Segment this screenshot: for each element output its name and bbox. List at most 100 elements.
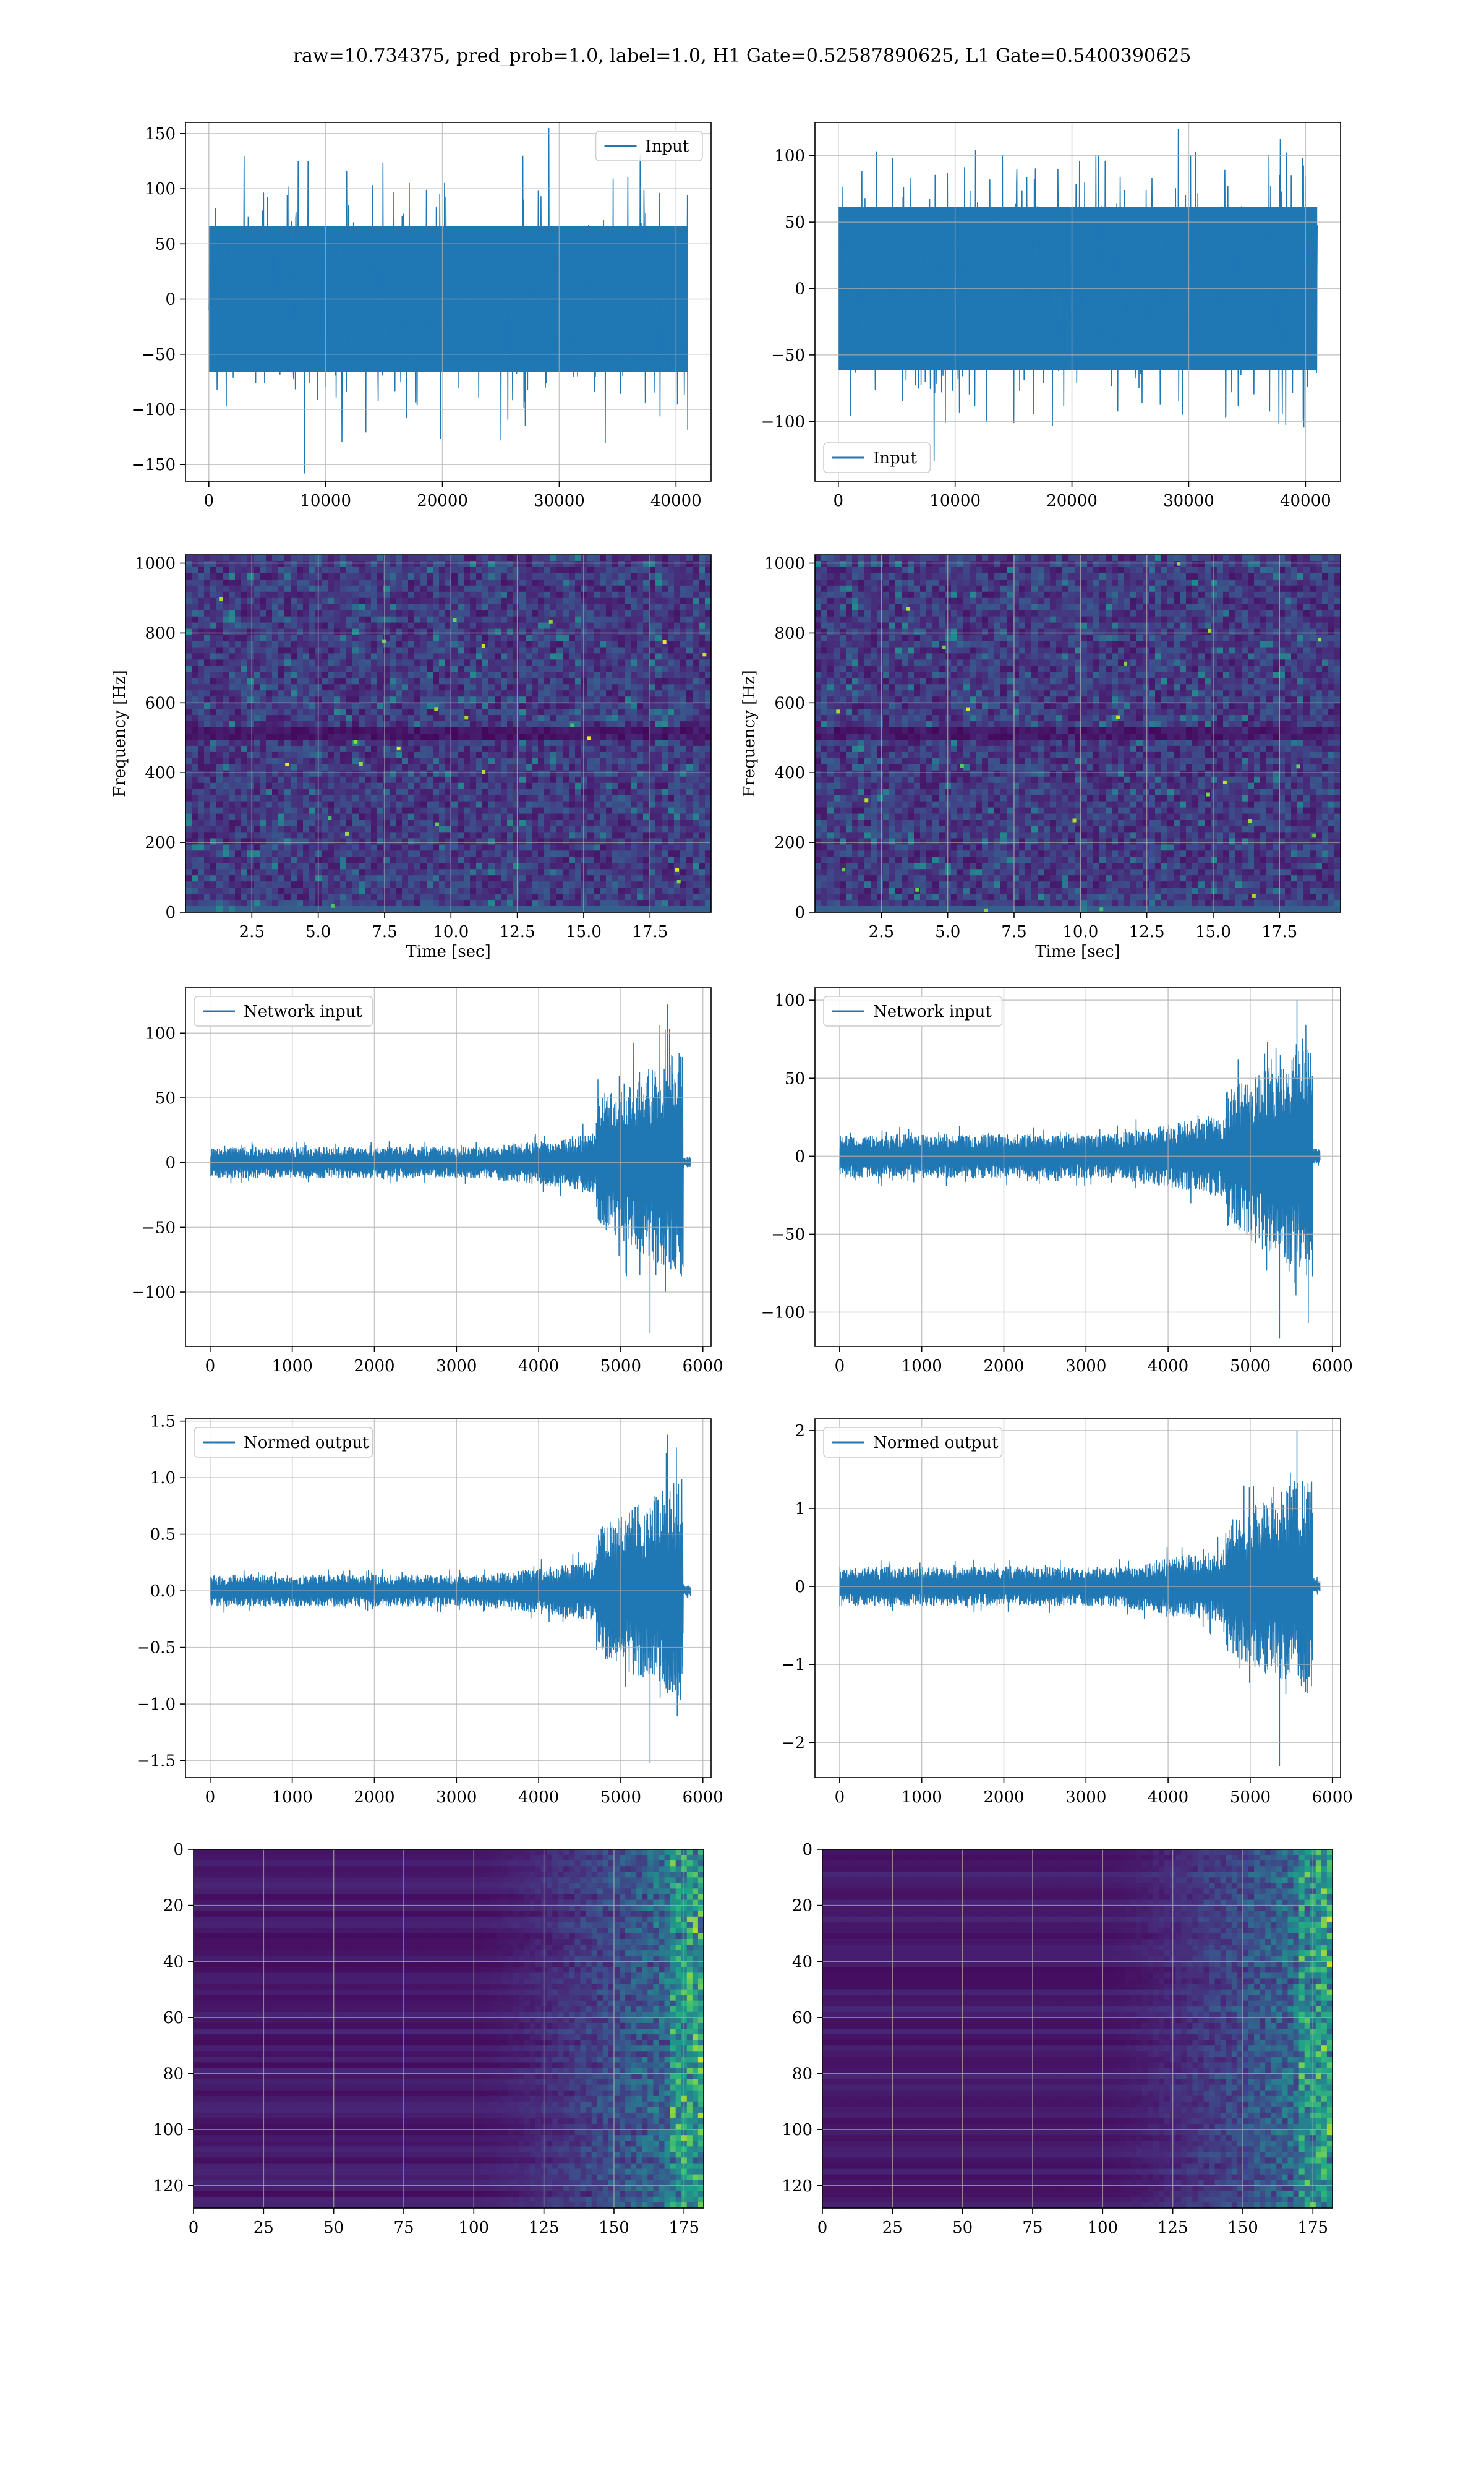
x-tick-label: 3000: [436, 1788, 477, 1807]
y-tick-label: −100: [132, 1283, 176, 1302]
chart-h1-network-input: 0 1000 2000 3000 4000 5000 6000 −100 −50 0 50 100 Ne…: [132, 987, 723, 1376]
y-tick-label: 100: [774, 147, 805, 166]
legend-box: [823, 442, 931, 473]
y-tick-label: 0: [795, 1147, 805, 1166]
chart-l1-input: 0 10000 20000 30000 40000 −100 −50 0 50 100 Input: [761, 122, 1341, 510]
chart-h1-feature-map: 0 25 50 75 100 125 150 175 0 20 40 60 80 100 120: [153, 1841, 704, 2237]
x-tick-label: 4000: [1148, 1357, 1188, 1376]
x-tick-label: 2000: [983, 1788, 1024, 1807]
x-tick-label: 3000: [436, 1357, 477, 1376]
x-tick-label: 0: [204, 492, 215, 510]
y-tick-label: 100: [145, 1024, 176, 1043]
legend: Normed output: [823, 1427, 1003, 1458]
y-tick-label: 1.0: [150, 1469, 176, 1487]
y-tick-label: 0: [802, 1841, 812, 1859]
y-axis-label: Frequency [Hz]: [111, 670, 129, 797]
x-tick-label: 50: [952, 2219, 973, 2237]
y-tick-label: −1: [782, 1656, 805, 1674]
x-tick-label: 75: [1022, 2219, 1043, 2237]
heatmap-speck: [353, 740, 357, 744]
y-tick-label: 600: [774, 694, 805, 713]
x-tick-label: 20000: [417, 492, 468, 510]
y-tick-label: −1.5: [137, 1752, 176, 1771]
y-tick-label: 0: [795, 904, 805, 922]
y-tick-label: 200: [774, 834, 805, 852]
x-tick-label: 6000: [683, 1357, 723, 1376]
heatmap-speck: [328, 816, 332, 821]
x-tick-label: 2000: [354, 1357, 394, 1376]
x-tick-label: 30000: [534, 492, 585, 510]
heatmap-speck: [587, 736, 591, 740]
y-tick-label: 2: [795, 1422, 805, 1440]
y-tick-label: 600: [145, 694, 176, 713]
x-tick-label: 125: [529, 2219, 560, 2237]
axes-frame: [185, 1418, 712, 1778]
x-tick-label: 4000: [1148, 1788, 1188, 1807]
y-tick-label: −50: [771, 1225, 805, 1244]
legend-label: Input: [873, 449, 917, 468]
y-tick-label: 60: [792, 2009, 812, 2027]
x-tick-label: 10000: [300, 492, 351, 510]
x-tick-label: 5000: [600, 1788, 641, 1807]
y-tick-label: 100: [774, 991, 805, 1010]
y-tick-label: 20: [792, 1897, 812, 1915]
y-tick-label: 50: [155, 1089, 176, 1108]
legend: Network input: [194, 996, 373, 1027]
heatmap-speck: [1072, 818, 1077, 823]
chart-l1-feature-map: 0 25 50 75 100 125 150 175 0 20 40 60 80 100 120: [782, 1841, 1333, 2237]
heatmap-cells: [822, 1849, 1333, 2209]
y-tick-label: 0: [165, 904, 176, 922]
heatmap-speck: [960, 764, 964, 768]
y-tick-label: 80: [163, 2065, 184, 2084]
x-tick-label: 12.5: [500, 923, 535, 941]
heatmap-speck: [1296, 764, 1300, 769]
x-tick-label: 6000: [1312, 1788, 1353, 1807]
heatmap-speck: [675, 868, 680, 872]
heatmap-speck: [942, 645, 946, 649]
series-line: [208, 127, 688, 474]
heatmap-speck: [453, 618, 457, 622]
y-tick-label: 0: [165, 291, 176, 309]
y-tick-label: 80: [792, 2065, 812, 2084]
heatmap-speck: [1206, 792, 1210, 797]
heatmap-speck: [396, 746, 401, 750]
legend: Normed output: [194, 1427, 373, 1458]
chart-h1-input: 0 10000 20000 30000 40000 −150 −100 −50 0 50 100 15…: [132, 122, 712, 510]
chart-h1-spectrogram: 2.5 5.0 7.5 10.0 12.5 15.0 17.5 0 200 400 600 800 10…: [111, 554, 712, 961]
y-tick-label: 1: [795, 1500, 805, 1518]
heatmap-speck: [676, 880, 681, 884]
heatmap-speck: [915, 888, 919, 892]
heatmap-speck: [435, 822, 439, 826]
heatmap-speck: [906, 607, 911, 611]
heatmap-speck: [1099, 907, 1104, 912]
x-tick-label: 1000: [902, 1788, 942, 1807]
heatmap-speck: [864, 798, 869, 803]
legend: Network input: [823, 996, 1003, 1027]
heatmap-speck: [359, 762, 363, 766]
x-tick-label: 6000: [1312, 1357, 1353, 1376]
chart-l1-normed-output: 0 1000 2000 3000 4000 5000 6000 −2 −1 0 1 2 Normed o…: [782, 1418, 1353, 1807]
x-tick-label: 5000: [600, 1357, 641, 1376]
legend-label: Input: [646, 137, 689, 156]
x-tick-label: 5.0: [305, 923, 331, 941]
heatmap-speck: [464, 716, 469, 720]
x-tick-label: 30000: [1163, 492, 1214, 510]
legend-box: [194, 996, 373, 1027]
y-tick-label: 1000: [764, 555, 805, 573]
series-line: [210, 1004, 691, 1334]
x-axis-label: Time [sec]: [406, 943, 491, 961]
x-tick-label: 5000: [1230, 1357, 1271, 1376]
heatmap-speck: [481, 644, 485, 648]
x-axis-label: Time [sec]: [1035, 943, 1120, 961]
y-tick-label: 40: [163, 1953, 184, 1971]
x-tick-label: 7.5: [1001, 923, 1026, 941]
chart-l1-spectrogram: 2.5 5.0 7.5 10.0 12.5 15.0 17.5 0 200 400 600 800 10…: [740, 554, 1341, 961]
x-tick-label: 0: [205, 1357, 216, 1376]
x-tick-label: 15.0: [1195, 923, 1231, 941]
chart-l1-network-input: 0 1000 2000 3000 4000 5000 6000 −100 −50 0 50 100 Ne…: [761, 987, 1353, 1376]
y-tick-label: 1.5: [150, 1413, 176, 1431]
y-tick-label: −2: [782, 1734, 805, 1752]
series-line: [838, 129, 1318, 461]
x-tick-label: 3000: [1065, 1357, 1106, 1376]
